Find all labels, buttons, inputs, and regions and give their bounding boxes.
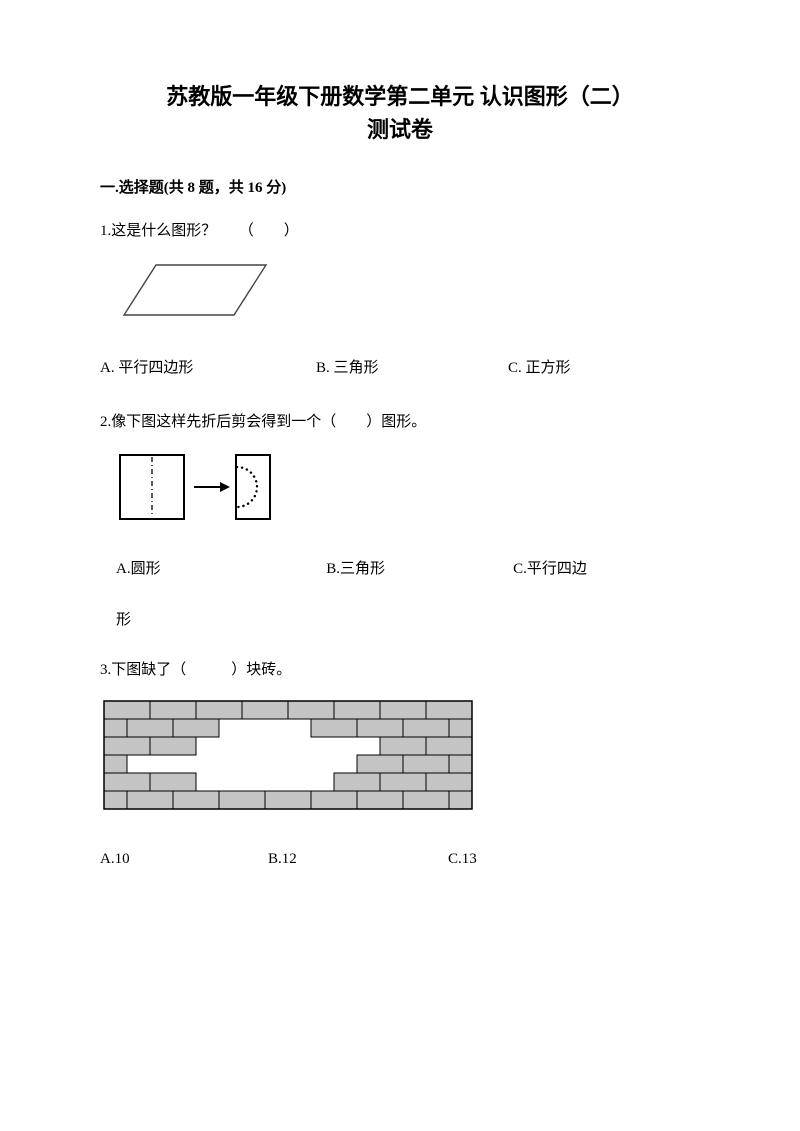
q2-optB: B.三角形 (326, 555, 513, 584)
q3-text: 3.下图缺了（ ）块砖。 (100, 656, 700, 685)
fold-cut-icon (116, 449, 296, 527)
q1-figure (116, 257, 700, 336)
parallelogram-icon (116, 257, 286, 325)
q2-figure (116, 449, 700, 538)
title-line1: 苏教版一年级下册数学第二单元 认识图形（二） (100, 80, 700, 113)
brick-wall-icon (100, 697, 480, 817)
q1-text: 1.这是什么图形？ （ ） (100, 217, 700, 246)
q2-optC: C.平行四边 (513, 555, 700, 584)
q1-optB: B. 三角形 (316, 354, 508, 383)
title-line2: 测试卷 (100, 113, 700, 146)
page-title: 苏教版一年级下册数学第二单元 认识图形（二） 测试卷 (100, 80, 700, 146)
q1-optA: A. 平行四边形 (100, 354, 316, 383)
question-1: 1.这是什么图形？ （ ） A. 平行四边形 B. 三角形 C. 正方形 (100, 217, 700, 383)
question-3: 3.下图缺了（ ）块砖。 A.10 B.12 C.13 (100, 656, 700, 874)
section-heading: 一.选择题(共 8 题，共 16 分) (100, 174, 700, 203)
q2-optC-wrap: 形 (100, 606, 700, 635)
q3-options: A.10 B.12 C.13 (100, 845, 700, 874)
q3-optA: A.10 (100, 845, 268, 874)
q1-options: A. 平行四边形 B. 三角形 C. 正方形 (100, 354, 700, 383)
q2-text: 2.像下图这样先折后剪会得到一个（ ）图形。 (100, 408, 700, 437)
q2-options: A.圆形 B.三角形 C.平行四边 (100, 555, 700, 584)
q2-optA: A.圆形 (116, 555, 326, 584)
q3-optB: B.12 (268, 845, 448, 874)
question-2: 2.像下图这样先折后剪会得到一个（ ）图形。 A.圆形 B.三角形 C.平行四边… (100, 408, 700, 634)
q3-optC: C.13 (448, 845, 628, 874)
q3-figure (100, 697, 700, 828)
q1-optC: C. 正方形 (508, 354, 700, 383)
